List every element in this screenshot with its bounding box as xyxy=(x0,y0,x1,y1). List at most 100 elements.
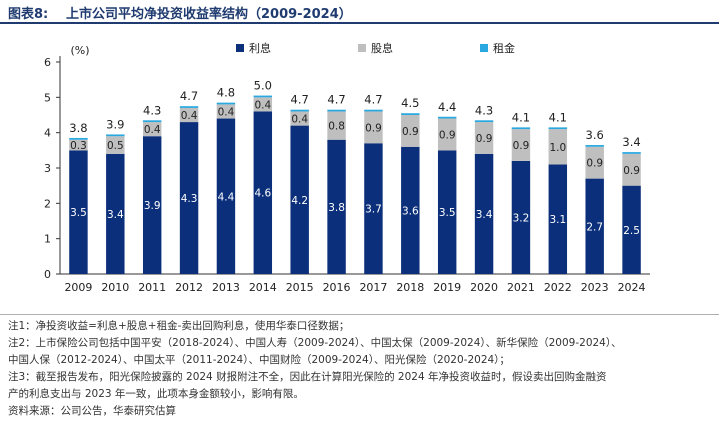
bar-segment-dividend xyxy=(548,129,568,165)
bar-value-label: 4.3 xyxy=(181,193,198,205)
bar-value-label: 3.4 xyxy=(476,209,493,221)
legend-label: 股息 xyxy=(371,41,393,55)
bar-value-label: 0.9 xyxy=(586,158,603,170)
bar-value-label: 3.4 xyxy=(107,209,124,221)
note-line: 注1：净投资收益=利息+股息+租金-卖出回购利息，使用华泰口径数据； xyxy=(8,320,350,332)
x-tick-label: 2019 xyxy=(433,281,461,294)
bar-total-label: 3.8 xyxy=(69,121,87,135)
bar-value-label: 0.4 xyxy=(291,114,308,126)
bar-segment-dividend xyxy=(106,136,125,154)
notes-divider xyxy=(0,314,719,315)
note-line: 产的利息支出与 2023 年一致，此项本身金额较小，影响有限。 xyxy=(8,388,304,400)
y-tick-label: 2 xyxy=(44,197,51,210)
bar-segment-rent xyxy=(364,109,383,112)
bar-segment-dividend xyxy=(69,139,88,151)
x-tick-label: 2013 xyxy=(212,281,240,294)
figure-label: 图表8: xyxy=(8,7,49,22)
bar-segment-dividend xyxy=(364,111,383,144)
notes-block: 注1：净投资收益=利息+股息+租金-卖出回购利息，使用华泰口径数据； 注2：上市… xyxy=(8,318,713,420)
legend-swatch xyxy=(236,44,244,52)
bar-segment-rent xyxy=(142,120,162,123)
stacked-bar-chart: (%) 0 1 2 3 4 5 6 利息 股息 租金 3.5 0.3 3.8 2009 3.4 0.5 3.9 20… xyxy=(44,41,650,294)
bar-segment-rent xyxy=(69,137,88,140)
y-tick-label: 3 xyxy=(44,162,51,175)
bar-total-label: 4.1 xyxy=(512,110,530,124)
y-tick-label: 6 xyxy=(44,56,51,69)
bar-segment-rent xyxy=(437,116,457,119)
bar-segment-interest xyxy=(364,143,383,274)
bar-value-label: 4.2 xyxy=(291,195,308,207)
bar-value-label: 0.3 xyxy=(70,140,87,152)
x-tick-label: 2009 xyxy=(64,281,92,294)
bar-segment-rent xyxy=(179,106,199,108)
bar-segment-interest xyxy=(474,153,494,274)
bar-total-label: 3.4 xyxy=(622,135,640,149)
bar-segment-interest xyxy=(511,160,531,274)
x-tick-label: 2024 xyxy=(618,281,646,294)
bar-segment-interest xyxy=(179,122,199,274)
bar-total-label: 5.0 xyxy=(254,79,272,93)
bar-total-label: 4.3 xyxy=(475,103,493,117)
bar-value-label: 3.7 xyxy=(365,204,382,216)
bar-segment-dividend xyxy=(179,107,199,123)
x-tick-label: 2021 xyxy=(507,281,535,294)
x-tick-label: 2015 xyxy=(286,281,314,294)
bar-segment-dividend xyxy=(474,122,494,154)
bar-value-label: 3.5 xyxy=(70,207,87,219)
bar-segment-dividend xyxy=(511,129,531,161)
bar-total-label: 4.3 xyxy=(143,103,161,117)
bar-segment-rent xyxy=(253,95,273,98)
bar-value-label: 1.0 xyxy=(549,142,566,154)
bar-segment-interest xyxy=(142,136,162,274)
bar-segment-dividend xyxy=(622,153,641,186)
bar-segment-dividend xyxy=(437,118,457,151)
bar-value-label: 3.9 xyxy=(144,200,161,212)
x-tick-label: 2023 xyxy=(581,281,609,294)
note-line: 中国人保（2012-2024）、中国太平（2011-2024）、中国财险（200… xyxy=(8,354,510,366)
bar-value-label: 3.6 xyxy=(402,205,419,217)
bar-segment-interest xyxy=(290,125,309,274)
bar-segment-interest xyxy=(253,111,273,274)
bar-value-label: 2.5 xyxy=(623,225,640,237)
bar-segment-dividend xyxy=(327,111,346,140)
y-tick-label: 5 xyxy=(44,91,51,104)
bar-segment-interest xyxy=(401,146,420,274)
bar-segment-dividend xyxy=(401,115,420,147)
bar-value-label: 0.4 xyxy=(144,124,161,136)
bar-value-label: 0.9 xyxy=(365,122,382,134)
bar-value-label: 0.9 xyxy=(513,140,530,152)
bar-segment-rent xyxy=(290,109,309,112)
x-tick-label: 2016 xyxy=(323,281,351,294)
bar-total-label: 4.7 xyxy=(180,89,198,103)
bar-total-label: 3.6 xyxy=(586,128,604,142)
bar-total-label: 4.7 xyxy=(291,93,309,107)
bar-value-label: 0.4 xyxy=(254,99,271,111)
bar-value-label: 4.4 xyxy=(218,191,235,203)
bar-segment-rent xyxy=(511,127,531,130)
bar-value-label: 4.6 xyxy=(254,188,271,200)
bar-value-label: 3.8 xyxy=(328,202,345,214)
bar-segment-rent xyxy=(106,134,125,137)
bar-value-label: 0.8 xyxy=(328,121,345,133)
bar-segment-rent xyxy=(585,145,604,147)
bar-segment-interest xyxy=(327,139,346,274)
bar-value-label: 0.4 xyxy=(181,110,198,122)
bar-value-label: 0.4 xyxy=(218,106,235,118)
bar-segment-rent xyxy=(622,152,641,154)
x-tick-label: 2020 xyxy=(470,281,498,294)
bar-segment-rent xyxy=(216,102,236,105)
bar-value-label: 0.9 xyxy=(476,133,493,145)
bar-segment-dividend xyxy=(290,111,309,126)
note-line: 注2：上市保险公司包括中国平安（2018-2024）、中国人寿（2009-202… xyxy=(8,337,622,349)
bar-value-label: 0.5 xyxy=(107,140,124,152)
figure-title: 上市公司平均净投资收益率结构（2009-2024） xyxy=(66,7,352,22)
bar-value-label: 3.5 xyxy=(439,207,456,219)
bar-segment-interest xyxy=(437,150,457,274)
bar-value-label: 2.7 xyxy=(586,221,603,233)
bar-segment-rent xyxy=(327,109,346,112)
bar-segment-interest xyxy=(622,185,641,274)
bar-total-label: 4.7 xyxy=(327,93,345,107)
bar-segment-interest xyxy=(585,178,604,274)
legend-swatch xyxy=(480,44,488,52)
bar-segment-dividend xyxy=(253,97,273,112)
